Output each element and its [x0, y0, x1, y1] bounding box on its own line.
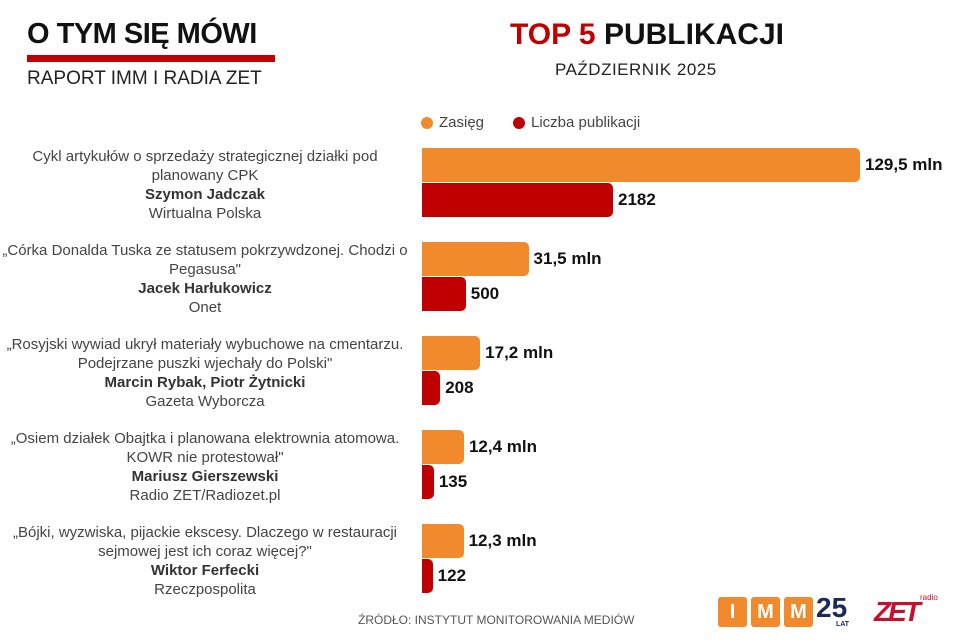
article-title: „Osiem działek Obajtka i planowana elekt…: [10, 430, 400, 466]
article-author: Marcin Rybak, Piotr Żytnicki: [104, 374, 306, 391]
data-label: 129,5 mln: [865, 155, 943, 174]
article-author: Jacek Harłukowicz: [138, 280, 272, 297]
title-right: TOP 5 PUBLIKACJI: [510, 18, 784, 52]
source-note: ŹRÓDŁO: INSTYTUT MONITOROWANIA MEDIÓW: [358, 613, 635, 627]
data-label: 2182: [618, 190, 656, 209]
article-title: „Rosyjski wywiad ukrył materiały wybucho…: [6, 336, 404, 372]
legend-swatch-red: [513, 116, 525, 129]
article-outlet: Radio ZET/Radiozet.pl: [129, 487, 281, 504]
article-author: Wiktor Ferfecki: [150, 562, 260, 579]
title-underline: [27, 55, 275, 62]
article-outlet: Wirtualna Polska: [148, 205, 262, 222]
data-label: 12,4 mln: [468, 437, 537, 456]
category-label: „Rosyjski wywiad ukrył materiały wybucho…: [0, 335, 415, 411]
article-title: „Bójki, wyzwiska, pijackie ekscesy. Dlac…: [12, 524, 397, 560]
data-label: 17,2 mln: [485, 343, 554, 362]
legend-label: Zasięg: [439, 114, 485, 131]
article-author: Szymon Jadczak: [144, 186, 266, 203]
bar-liczba: [422, 183, 613, 217]
bar-liczba: [422, 371, 441, 405]
article-title: „Córka Donalda Tuska ze statusem pokrzyw…: [2, 242, 408, 278]
imm-lat: LAT: [836, 621, 850, 628]
article-outlet: Onet: [188, 299, 222, 316]
bar-zasieg: [422, 148, 860, 182]
data-label: 135: [438, 472, 468, 491]
title-left: O TYM SIĘ MÓWI: [27, 18, 257, 50]
category-label: „Bójki, wyzwiska, pijackie ekscesy. Dlac…: [0, 523, 415, 599]
subtitle-left: RAPORT IMM I RADIA ZET: [27, 68, 262, 89]
legend-zasieg: Zasięg: [421, 114, 484, 131]
zet-wordmark: ZET: [874, 596, 921, 627]
legend-liczba: Liczba publikacji: [513, 114, 640, 131]
bar-liczba: [422, 277, 466, 311]
category-label: „Osiem działek Obajtka i planowana elekt…: [0, 429, 415, 505]
legend-swatch-orange: [421, 116, 433, 129]
article-outlet: Rzeczpospolita: [154, 581, 256, 598]
data-label: 500: [470, 284, 500, 303]
bar-zasieg: [422, 242, 529, 276]
imm-letter: M: [784, 597, 813, 627]
legend-label: Liczba publikacji: [531, 114, 641, 131]
bar-zasieg: [422, 524, 464, 558]
article-outlet: Gazeta Wyborcza: [145, 393, 265, 410]
category-label: Cykl artykułów o sprzedaży strategicznej…: [0, 147, 415, 223]
data-label: 12,3 mln: [468, 531, 537, 550]
data-label: 122: [437, 566, 467, 585]
category-label: „Córka Donalda Tuska ze statusem pokrzyw…: [0, 241, 415, 317]
zet-radio: radio: [920, 593, 938, 602]
title-accent: TOP 5: [510, 18, 596, 51]
bar-zasieg: [422, 430, 464, 464]
data-label: 31,5 mln: [533, 249, 602, 268]
imm-letter: I: [718, 597, 747, 627]
imm-letter: M: [751, 597, 780, 627]
subtitle-right: PAŹDZIERNIK 2025: [555, 60, 717, 79]
article-title: Cykl artykułów o sprzedaży strategicznej…: [32, 148, 378, 184]
data-label: 208: [445, 378, 474, 397]
title-rest: PUBLIKACJI: [603, 18, 784, 51]
article-author: Mariusz Gierszewski: [131, 468, 279, 485]
imm-years: 25: [816, 592, 848, 623]
bar-zasieg: [422, 336, 481, 370]
bar-liczba: [422, 559, 433, 593]
bar-liczba: [422, 465, 434, 499]
